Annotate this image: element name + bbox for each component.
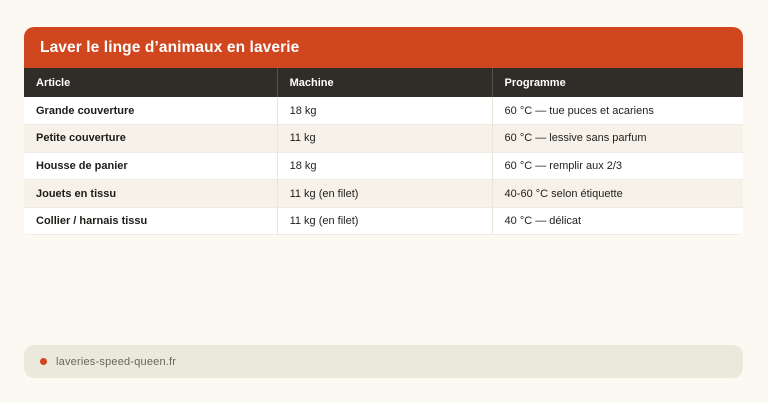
source-dot-icon: [40, 358, 47, 365]
cell-article: Grande couverture: [24, 97, 278, 126]
page-title: Laver le linge d’animaux en laverie: [40, 38, 300, 56]
source-label: laveries-speed-queen.fr: [56, 355, 177, 368]
cell-programme: 60 °C — tue puces et acariens: [491, 97, 743, 126]
laundry-table: Article Machine Programme Grande couvert…: [24, 68, 743, 236]
cell-article: Housse de panier: [24, 152, 278, 181]
table-row: Jouets en tissu 11 kg (en filet) 40-60 °…: [24, 179, 743, 208]
cell-machine: 11 kg (en filet): [276, 207, 493, 236]
cell-article: Jouets en tissu: [24, 179, 278, 208]
cell-machine: 11 kg (en filet): [276, 179, 493, 208]
cell-programme: 40-60 °C selon étiquette: [491, 179, 743, 208]
card-header: Laver le linge d’animaux en laverie: [24, 27, 743, 68]
column-header-programme: Programme: [491, 68, 743, 97]
cell-machine: 11 kg: [276, 124, 493, 153]
table-row: Collier / harnais tissu 11 kg (en filet)…: [24, 207, 743, 236]
laundry-table-card: Laver le linge d’animaux en laverie Arti…: [24, 27, 743, 236]
cell-programme: 40 °C — délicat: [491, 207, 743, 236]
cell-article: Petite couverture: [24, 124, 278, 153]
source-footer-bar: laveries-speed-queen.fr: [24, 345, 743, 378]
table-row: Grande couverture 18 kg 60 °C — tue puce…: [24, 97, 743, 126]
table-row: Housse de panier 18 kg 60 °C — remplir a…: [24, 152, 743, 181]
cell-machine: 18 kg: [276, 97, 493, 126]
column-header-article: Article: [24, 68, 278, 97]
table-header-row: Article Machine Programme: [24, 68, 743, 97]
cell-programme: 60 °C — remplir aux 2/3: [491, 152, 743, 181]
cell-article: Collier / harnais tissu: [24, 207, 278, 236]
cell-machine: 18 kg: [276, 152, 493, 181]
column-header-machine: Machine: [276, 68, 493, 97]
cell-programme: 60 °C — lessive sans parfum: [491, 124, 743, 153]
table-row: Petite couverture 11 kg 60 °C — lessive …: [24, 124, 743, 153]
